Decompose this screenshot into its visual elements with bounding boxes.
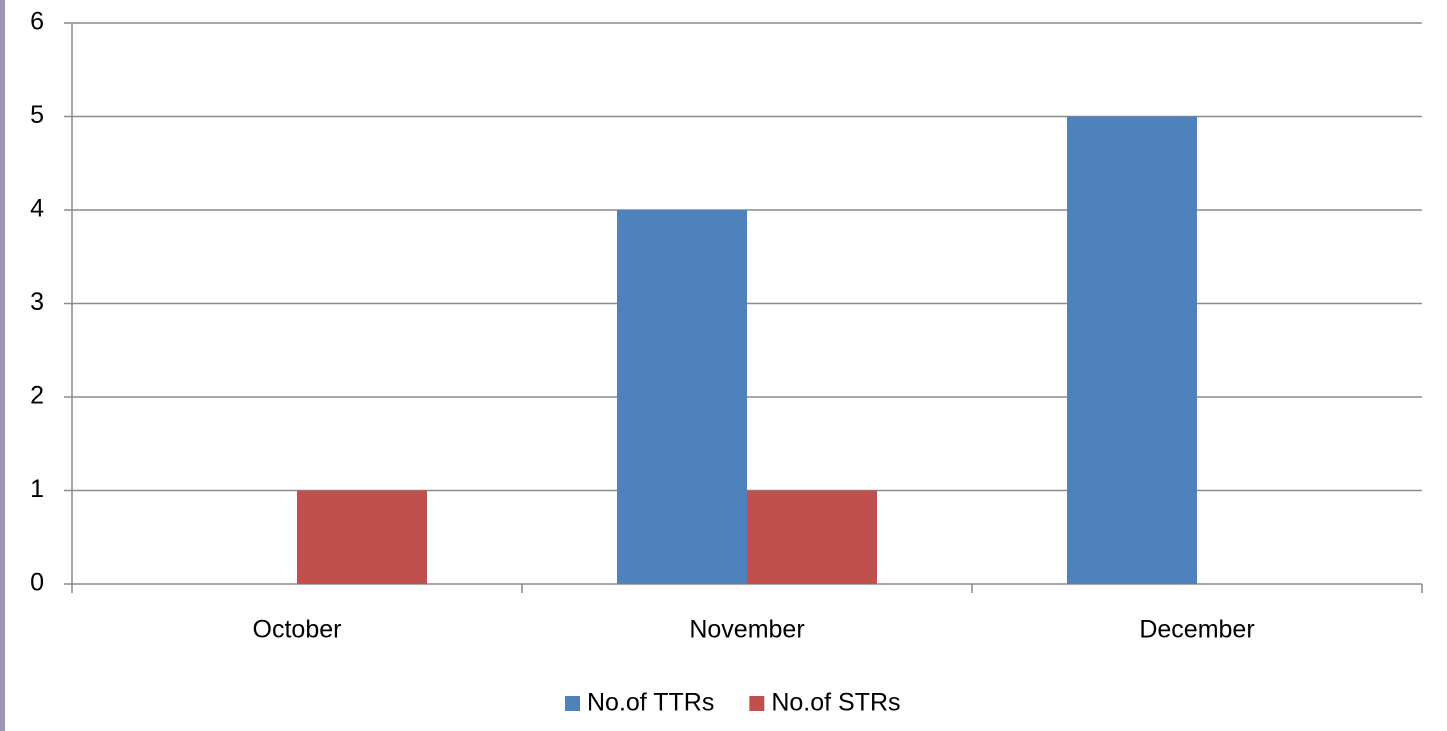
y-tick-label: 5 — [30, 101, 44, 129]
legend-label: No.of STRs — [771, 689, 900, 717]
legend-swatch — [749, 696, 765, 711]
y-tick-label: 4 — [30, 195, 44, 223]
x-tick-label: December — [1139, 616, 1254, 644]
x-tick-label: October — [253, 616, 342, 644]
y-tick-label: 6 — [30, 8, 44, 36]
bar — [617, 210, 747, 584]
legend-label: No.of TTRs — [587, 689, 714, 717]
y-tick-label: 3 — [30, 288, 44, 316]
bar — [1067, 116, 1197, 584]
legend-swatch — [565, 696, 580, 711]
bar — [297, 490, 427, 584]
left-border — [0, 0, 5, 731]
y-tick-label: 2 — [30, 382, 44, 410]
bar — [747, 490, 877, 584]
y-tick-label: 1 — [30, 475, 44, 503]
x-tick-label: November — [689, 616, 804, 644]
y-tick-label: 0 — [30, 569, 44, 597]
